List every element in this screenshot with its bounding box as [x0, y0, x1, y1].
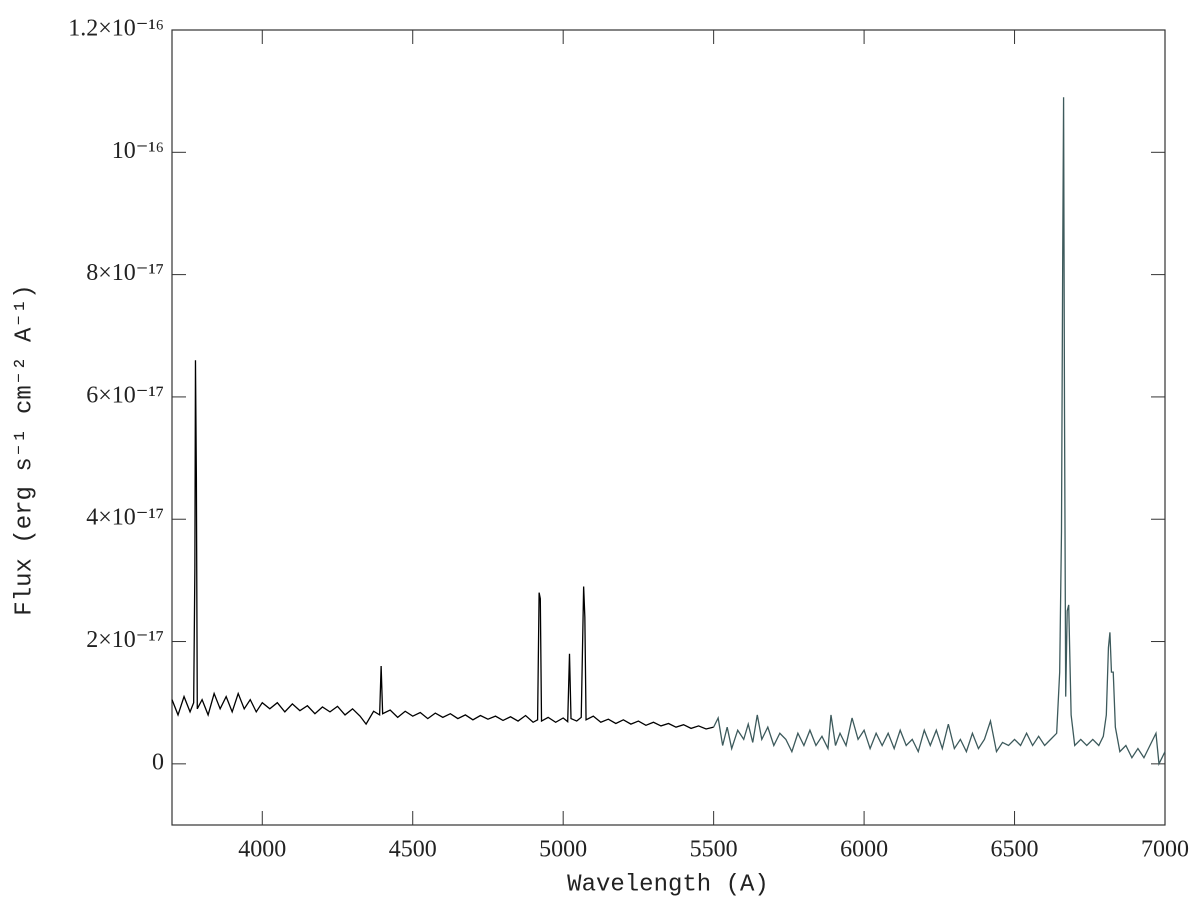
x-tick-label: 6500 — [991, 837, 1039, 863]
y-axis-label: Flux (erg s⁻¹ cm⁻² A⁻¹) — [11, 284, 38, 615]
x-tick-label: 4000 — [238, 837, 286, 863]
x-axis-label: Wavelength (A) — [567, 871, 769, 898]
plot-frame — [171, 29, 1166, 826]
y-tick-label: 4×10⁻¹⁷ — [86, 505, 164, 531]
x-tick-label: 6000 — [840, 837, 888, 863]
x-tick-label: 7000 — [1141, 837, 1189, 863]
spectrum-line — [171, 360, 714, 730]
y-tick-label: 8×10⁻¹⁷ — [86, 260, 164, 286]
y-tick-label: 2×10⁻¹⁷ — [86, 627, 164, 653]
x-tick-label: 5000 — [539, 837, 587, 863]
y-tick-label: 0 — [152, 749, 164, 775]
y-tick-label: 1.2×10⁻¹⁶ — [68, 16, 164, 42]
x-tick-label: 5500 — [690, 837, 738, 863]
x-tick-label: 4500 — [389, 837, 437, 863]
y-tick-label: 10⁻¹⁶ — [112, 138, 164, 164]
y-tick-label: 6×10⁻¹⁷ — [86, 382, 164, 408]
spectrum-line — [713, 97, 1166, 767]
